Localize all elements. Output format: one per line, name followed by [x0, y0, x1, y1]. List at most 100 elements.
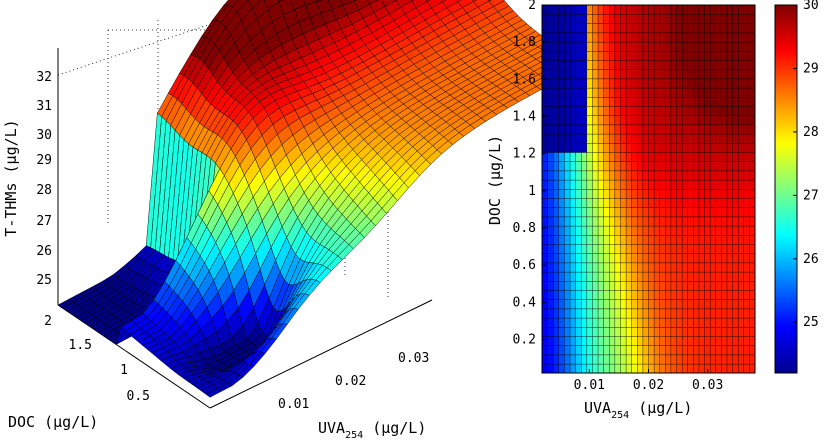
- heatmap-cell: [704, 69, 711, 80]
- heatmap-cell: [553, 87, 560, 98]
- heatmap-cell: [620, 308, 627, 319]
- heatmap-cell: [687, 60, 694, 70]
- heatmap-cell: [614, 290, 621, 300]
- heatmap-cell: [659, 142, 666, 153]
- heatmap-cell: [603, 50, 610, 61]
- heatmap-cell: [620, 69, 627, 80]
- heatmap-cell: [749, 170, 756, 181]
- heatmap-cell: [558, 60, 565, 70]
- heatmap-cell: [704, 41, 711, 52]
- heatmap-cell: [653, 50, 661, 61]
- heatmap-cell: [558, 253, 565, 264]
- heatmap-cell: [603, 105, 610, 116]
- heatmap-cell: [631, 124, 638, 135]
- heatmap-cell: [687, 115, 694, 126]
- heatmap-cell: [581, 133, 588, 144]
- heatmap-cell: [609, 179, 616, 190]
- heatmap-cell: [603, 23, 610, 34]
- heatmap-cell: [541, 336, 549, 346]
- heatmap-cell: [709, 124, 717, 135]
- heatmap-cell: [676, 142, 683, 153]
- heatmap-cell: [558, 124, 565, 135]
- heatmap-cell: [547, 69, 554, 80]
- heatmap-cell: [631, 326, 638, 337]
- heatmap-cell: [609, 317, 616, 328]
- heatmap-cell: [569, 60, 577, 70]
- heatmap-cell: [581, 69, 588, 80]
- heatmap-cell: [581, 317, 588, 328]
- heatmap-cell: [709, 243, 717, 254]
- heatmap-cell: [637, 87, 644, 98]
- heatmap-cell: [648, 69, 655, 80]
- heatmap-cell: [592, 207, 599, 218]
- heatmap-cell: [726, 60, 734, 70]
- heatmap-cell: [648, 13, 655, 24]
- heatmap-cell: [597, 133, 605, 144]
- heatmap-cell: [642, 336, 649, 346]
- heatmap-cell: [726, 216, 734, 227]
- heatmap-cell: [721, 124, 728, 135]
- heatmap-cell: [653, 23, 661, 34]
- heatmap-cell: [749, 161, 756, 172]
- heatmap-cell: [597, 354, 605, 365]
- heatmap-cell: [676, 317, 683, 328]
- colorbar-tick-label: 30: [803, 0, 819, 13]
- heatmap-cell: [631, 41, 638, 52]
- heatmap-cell: [620, 151, 627, 162]
- heatmap-cell: [575, 151, 582, 162]
- heatmap-cell: [553, 345, 560, 356]
- heatmap-cell: [586, 308, 593, 319]
- heatmap-cell: [709, 234, 717, 245]
- heatmap-cell: [564, 280, 571, 291]
- heatmap-cell: [625, 78, 633, 89]
- heatmap-cell: [625, 234, 633, 245]
- heatmap-cell: [676, 124, 683, 135]
- heatmap-cell: [676, 243, 683, 254]
- heatmap-cell: [575, 243, 582, 254]
- heatmap-cell: [749, 188, 756, 199]
- heatmap-cell: [737, 271, 745, 282]
- heatmap-cell: [592, 253, 599, 264]
- heatmap-cell: [564, 253, 571, 264]
- heatmap-cell: [749, 69, 756, 80]
- heatmap-cell: [732, 253, 739, 264]
- heatmap-cell: [564, 4, 571, 15]
- heatmap-cell: [670, 326, 678, 337]
- heatmap-cell: [609, 326, 616, 337]
- heatmap-cell: [681, 345, 689, 356]
- heatmap-cell: [681, 207, 689, 218]
- heatmap-cell: [642, 308, 649, 319]
- heatmap-cell: [569, 354, 577, 365]
- heatmap-cell: [614, 4, 621, 15]
- heatmap-cell: [541, 197, 549, 208]
- heatmap-cell: [597, 151, 605, 162]
- heatmap-cell: [637, 4, 644, 15]
- heatmap-cell: [676, 69, 683, 80]
- heatmap-cell: [609, 234, 616, 245]
- heatmap-cell: [592, 243, 599, 254]
- heatmap-cell: [614, 78, 621, 89]
- heatmap-cell: [631, 345, 638, 356]
- heatmap-cell: [737, 4, 745, 15]
- heatmap-cell: [737, 96, 745, 107]
- heatmap-cell: [637, 32, 644, 43]
- heatmap-y-tick-label: 1.2: [513, 147, 536, 162]
- heatmap-cell: [681, 170, 689, 181]
- heatmap-cell: [676, 207, 683, 218]
- heatmap-cell: [642, 243, 649, 254]
- heatmap-cell: [603, 234, 610, 245]
- heatmap-cell: [547, 363, 554, 374]
- heatmap-cell: [558, 96, 565, 107]
- heatmap-cell: [704, 336, 711, 346]
- heatmap-cell: [715, 179, 722, 190]
- heatmap-cell: [704, 50, 711, 61]
- heatmap-cell: [732, 32, 739, 43]
- heatmap-cell: [693, 151, 700, 162]
- heatmap-cell: [637, 124, 644, 135]
- heatmap-cell: [681, 50, 689, 61]
- heatmap-cell: [665, 151, 672, 162]
- heatmap-cell: [670, 262, 678, 273]
- heatmap-cell: [631, 234, 638, 245]
- heatmap-cell: [659, 280, 666, 291]
- heatmap-cell: [642, 96, 649, 107]
